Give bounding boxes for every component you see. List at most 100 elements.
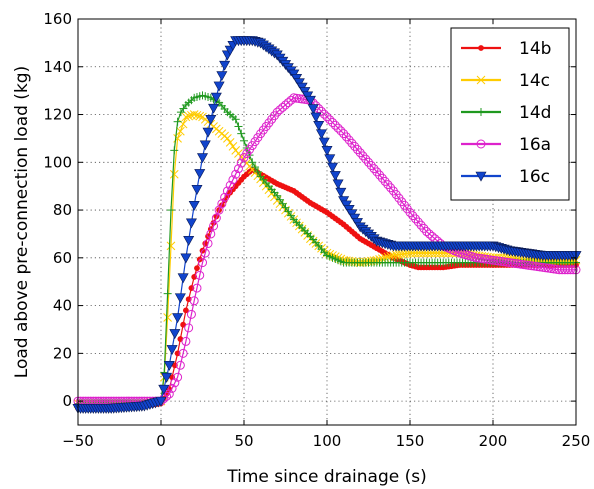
data-point-16c [324, 154, 336, 165]
data-point-16a [286, 95, 296, 105]
data-point-16a [364, 157, 373, 167]
data-point-16a [386, 183, 396, 193]
data-point-16c [180, 253, 192, 264]
data-point-16a [339, 129, 349, 139]
data-point-16c [158, 384, 170, 395]
series-16c [72, 36, 582, 414]
y-tick-label: 60 [53, 249, 72, 267]
data-point-14c [166, 241, 176, 251]
data-point-16a [336, 126, 346, 136]
data-point-16a [375, 170, 385, 180]
data-point-16a [369, 164, 379, 174]
data-point-16a [278, 102, 288, 112]
series-layer [72, 36, 582, 414]
data-point-16a [328, 117, 338, 127]
y-tick-label: 80 [53, 201, 72, 219]
data-point-16c [335, 187, 347, 198]
data-point-16c [304, 95, 316, 106]
y-axis-label: Load above pre-connection load (kg) [12, 66, 32, 378]
data-point-14c [195, 111, 205, 121]
data-point-16c [194, 169, 206, 180]
y-tick-label: 40 [53, 297, 72, 315]
y-tick-label: 160 [43, 10, 72, 28]
data-point-16a [167, 383, 177, 393]
data-point-14d [251, 163, 260, 172]
data-point-14c [184, 111, 194, 121]
data-point-16c [155, 396, 167, 407]
data-point-16a [424, 229, 434, 239]
legend-entry-14c: 14c [461, 71, 550, 91]
data-point-14d [237, 129, 246, 138]
y-tick-label: 20 [53, 344, 72, 362]
data-point-14b [182, 307, 189, 314]
data-point-16a [341, 132, 351, 142]
x-tick-label: −50 [62, 432, 94, 450]
data-point-16a [377, 173, 387, 183]
legend-label: 14d [519, 103, 551, 123]
data-point-16a [422, 227, 432, 237]
data-point-16a [419, 223, 429, 233]
data-point-16c [219, 60, 231, 71]
legend-entry-16a: 16a [461, 135, 551, 155]
y-tick-label: 140 [43, 58, 72, 76]
data-point-16a [164, 389, 174, 399]
legend-label: 16c [519, 167, 550, 187]
legend-entry-14d: 14d [461, 103, 551, 123]
data-point-14d [231, 115, 240, 124]
data-point-16c [161, 372, 173, 383]
data-point-16a [231, 169, 241, 179]
data-point-14d [248, 158, 257, 167]
data-point-16a [344, 135, 354, 145]
data-point-16a [358, 151, 368, 161]
data-point-14c [189, 110, 199, 119]
x-tick-label: 50 [234, 432, 253, 450]
data-point-16a [366, 160, 376, 170]
data-point-16a [228, 175, 238, 185]
data-point-16c [205, 115, 217, 125]
data-point-16a [225, 180, 235, 190]
data-point-16a [170, 378, 180, 388]
legend-marker [478, 45, 484, 51]
data-point-16c [210, 92, 222, 103]
data-point-16a [333, 123, 343, 133]
data-point-16a [405, 207, 415, 217]
data-point-16c [191, 185, 203, 195]
data-point-16a [236, 158, 246, 168]
data-point-16c [172, 313, 184, 324]
data-point-16c [216, 71, 228, 82]
data-point-14c [192, 110, 202, 120]
data-point-16a [195, 270, 205, 280]
series-16a [73, 93, 581, 406]
data-point-14c [163, 313, 172, 322]
data-point-16c [321, 146, 333, 156]
data-point-16c [318, 137, 330, 148]
data-point-14b [194, 265, 200, 272]
legend-label: 14c [519, 71, 550, 91]
data-point-16a [178, 348, 188, 358]
data-point-14c [181, 112, 191, 122]
data-point-16a [408, 211, 418, 221]
data-point-16a [316, 106, 326, 116]
data-point-16a [350, 141, 360, 151]
data-point-16a [175, 360, 185, 370]
data-point-16a [222, 186, 232, 196]
legend-entry-14b: 14b [461, 39, 551, 59]
data-point-16a [200, 248, 210, 258]
data-point-14c [228, 142, 238, 151]
data-point-16a [565, 265, 575, 275]
data-point-14d [234, 122, 243, 131]
legend: 14b 14c 14d 16a 16c [450, 27, 570, 201]
data-point-16a [352, 145, 362, 155]
data-point-16a [214, 205, 224, 215]
series-line-16a [78, 97, 576, 402]
data-point-16c [185, 218, 197, 229]
data-point-16a [189, 296, 199, 306]
data-point-16a [322, 112, 332, 122]
data-point-16a [330, 120, 340, 130]
data-point-16a [383, 180, 393, 190]
data-point-16c [174, 293, 186, 304]
y-tick-label: 120 [43, 106, 72, 124]
data-point-16a [416, 220, 426, 230]
